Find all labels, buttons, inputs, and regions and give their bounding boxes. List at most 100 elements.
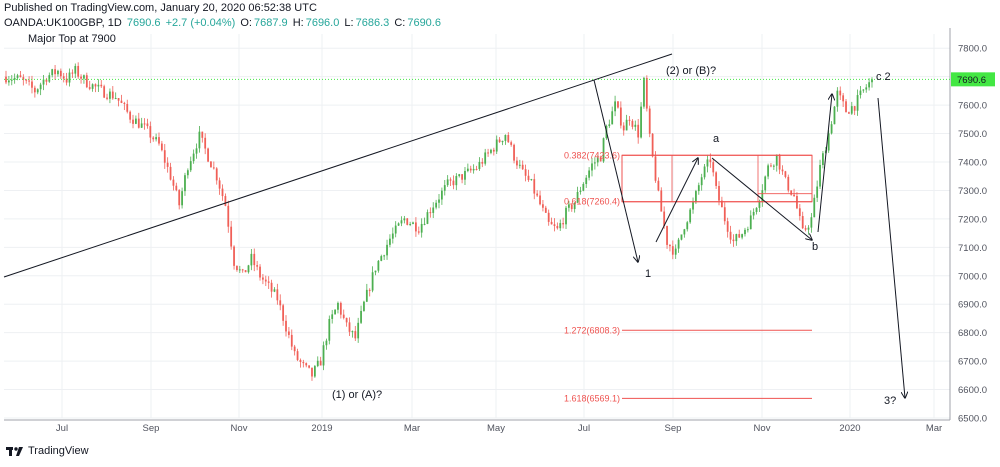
candle bbox=[123, 101, 126, 111]
candle bbox=[827, 130, 830, 153]
candle bbox=[565, 205, 567, 229]
candle bbox=[778, 153, 781, 175]
candle bbox=[784, 170, 787, 179]
candle bbox=[657, 177, 660, 192]
x-tick-label: Sep bbox=[143, 423, 160, 434]
candle bbox=[746, 226, 749, 233]
candle bbox=[339, 301, 342, 319]
candle bbox=[54, 65, 56, 80]
candle bbox=[622, 122, 625, 136]
candle bbox=[365, 283, 368, 303]
candle bbox=[172, 176, 175, 191]
candle bbox=[723, 202, 726, 225]
candle bbox=[345, 317, 348, 327]
tradingview-footer: TradingView bbox=[6, 445, 89, 457]
candle bbox=[631, 119, 634, 130]
candle bbox=[490, 148, 492, 155]
y-tick-label: 7300.0 bbox=[958, 186, 987, 197]
x-tick-label: 2019 bbox=[311, 423, 332, 434]
high-value: 7696.0 bbox=[305, 17, 340, 29]
candle bbox=[357, 317, 360, 343]
annotation-label: a bbox=[713, 133, 720, 145]
candle bbox=[443, 180, 446, 196]
candle bbox=[192, 149, 195, 164]
symbol-line: OANDA:UK100GBP, 1D 7690.6 +2.7 (+0.04%) … bbox=[4, 17, 443, 29]
candle bbox=[591, 157, 593, 177]
candle bbox=[871, 77, 873, 88]
candle bbox=[859, 85, 862, 99]
candle bbox=[530, 178, 533, 181]
candle bbox=[233, 245, 235, 270]
y-tick-label: 6900.0 bbox=[958, 300, 987, 311]
candle bbox=[781, 165, 784, 175]
candle bbox=[513, 143, 515, 164]
candle bbox=[481, 158, 484, 168]
candle bbox=[204, 133, 207, 155]
candle bbox=[700, 173, 703, 191]
candle bbox=[706, 154, 709, 173]
annotation-label: b bbox=[812, 241, 818, 253]
candle bbox=[114, 92, 117, 100]
wave-arrow bbox=[711, 157, 812, 240]
candle bbox=[599, 155, 602, 162]
candle bbox=[521, 160, 524, 170]
candle bbox=[848, 111, 850, 114]
candle bbox=[276, 283, 279, 305]
candle bbox=[625, 114, 628, 131]
candle bbox=[68, 68, 71, 87]
last-price: 7690.6 bbox=[126, 17, 161, 29]
candle bbox=[146, 118, 149, 129]
low-value: 7686.3 bbox=[355, 17, 390, 29]
fib-level-label: 1.618(6569.1) bbox=[564, 393, 620, 403]
candle bbox=[868, 78, 871, 91]
x-tick-label: May bbox=[487, 423, 505, 434]
candle bbox=[856, 89, 859, 116]
candle bbox=[19, 70, 22, 78]
candle bbox=[238, 265, 241, 274]
candle bbox=[155, 133, 158, 142]
y-tick-label: 7200.0 bbox=[958, 214, 987, 225]
candle bbox=[236, 265, 238, 272]
candle bbox=[135, 115, 137, 125]
candle bbox=[377, 259, 380, 273]
candle bbox=[126, 99, 129, 114]
candle bbox=[683, 228, 686, 238]
candle bbox=[845, 98, 847, 113]
candle bbox=[259, 264, 261, 281]
annotation-label: 1 bbox=[645, 268, 651, 280]
candle bbox=[674, 244, 677, 259]
candle bbox=[749, 210, 752, 230]
candle bbox=[547, 209, 550, 226]
candle bbox=[680, 234, 683, 241]
candle bbox=[772, 164, 775, 170]
candle bbox=[36, 88, 39, 95]
candle bbox=[149, 121, 152, 144]
fib-level-label: 0.618(7260.4) bbox=[564, 197, 620, 207]
candle bbox=[703, 163, 706, 180]
candle bbox=[798, 204, 801, 221]
candle bbox=[654, 151, 657, 183]
major-trendline bbox=[3, 53, 673, 278]
candle bbox=[212, 161, 215, 170]
candle bbox=[316, 356, 319, 368]
candle bbox=[660, 187, 663, 212]
tradingview-brand: TradingView bbox=[28, 445, 89, 457]
candle bbox=[57, 69, 59, 77]
candle bbox=[524, 164, 527, 182]
candle bbox=[348, 317, 351, 336]
candle bbox=[559, 219, 562, 231]
candle bbox=[504, 134, 507, 145]
candle bbox=[351, 330, 354, 338]
candle bbox=[117, 97, 120, 107]
candle bbox=[386, 239, 388, 260]
candle bbox=[423, 217, 426, 226]
x-tick-label: 2020 bbox=[839, 423, 860, 434]
candle bbox=[181, 187, 183, 209]
candle bbox=[420, 218, 423, 238]
candle bbox=[862, 89, 865, 93]
candle bbox=[302, 359, 305, 368]
candle bbox=[452, 175, 455, 190]
candle bbox=[539, 190, 541, 206]
candle bbox=[475, 165, 478, 171]
